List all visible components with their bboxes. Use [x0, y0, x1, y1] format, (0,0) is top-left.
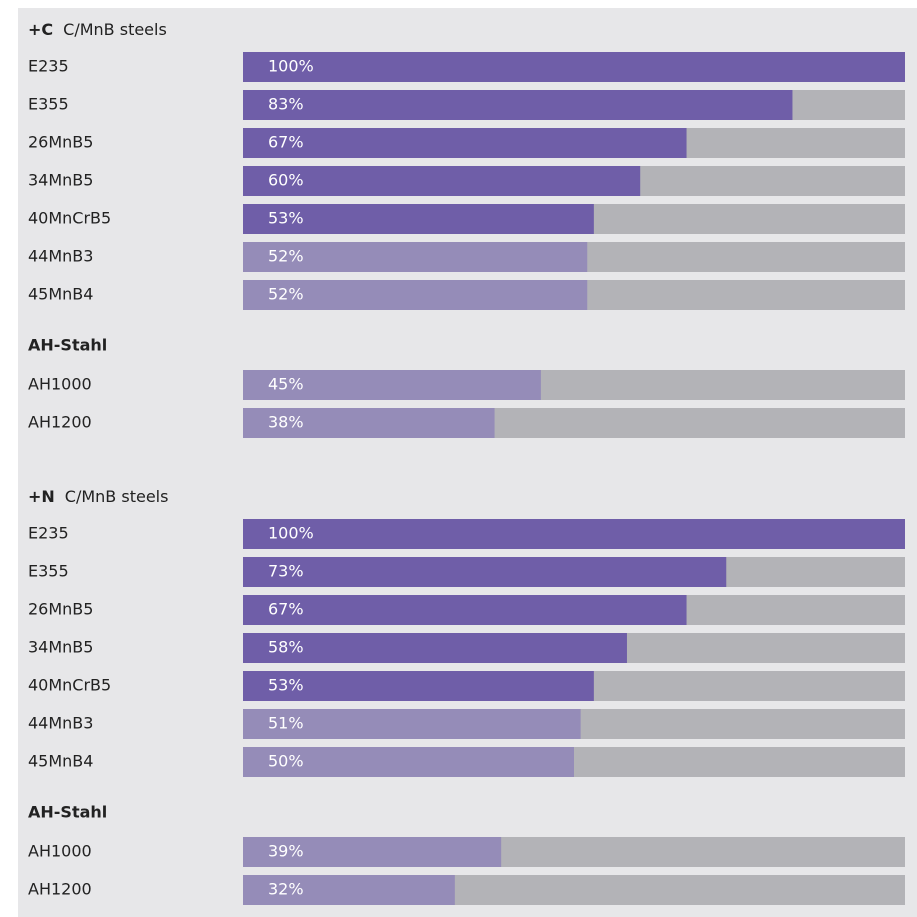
bar	[243, 370, 541, 400]
category-label: 44MnB3	[28, 714, 93, 733]
category-label: 34MnB5	[28, 638, 93, 657]
category-label: E235	[28, 524, 69, 543]
category-label: 26MnB5	[28, 133, 93, 152]
category-label: AH1200	[28, 880, 92, 899]
title: C/MnB steels	[63, 20, 167, 39]
value-label: 51%	[268, 714, 304, 733]
category-label: 34MnB5	[28, 171, 93, 190]
value-label: 100%	[268, 524, 314, 543]
category-label: AH1200	[28, 413, 92, 432]
category-label: 40MnCrB5	[28, 676, 111, 695]
category-label: E355	[28, 95, 69, 114]
value-label: 52%	[268, 285, 304, 304]
bar	[243, 242, 588, 272]
bar	[243, 747, 574, 777]
category-label: E235	[28, 57, 69, 76]
value-label: 67%	[268, 600, 304, 619]
title-prefix: +N	[28, 487, 55, 506]
value-label: 39%	[268, 842, 304, 861]
title: C/MnB steels	[65, 487, 169, 506]
bar	[243, 90, 793, 120]
value-label: 53%	[268, 209, 304, 228]
category-label: 26MnB5	[28, 600, 93, 619]
bar	[243, 166, 641, 196]
category-label: E355	[28, 562, 69, 581]
value-label: 73%	[268, 562, 304, 581]
bar	[243, 519, 905, 549]
value-label: 53%	[268, 676, 304, 695]
value-label: 45%	[268, 375, 304, 394]
bar	[243, 595, 687, 625]
value-label: 32%	[268, 880, 304, 899]
category-label: 45MnB4	[28, 285, 93, 304]
value-label: 83%	[268, 95, 304, 114]
title-prefix: +C	[28, 20, 53, 39]
category-label: 44MnB3	[28, 247, 93, 266]
bar	[243, 671, 594, 701]
category-label: 40MnCrB5	[28, 209, 111, 228]
bar	[243, 408, 495, 438]
section-title: +N C/MnB steels	[28, 487, 168, 506]
bar	[243, 128, 687, 158]
value-label: 60%	[268, 171, 304, 190]
bar	[243, 837, 502, 867]
category-label: AH1000	[28, 842, 92, 861]
bar	[243, 557, 727, 587]
category-label: 45MnB4	[28, 752, 93, 771]
value-label: 50%	[268, 752, 304, 771]
value-label: 38%	[268, 413, 304, 432]
value-label: 100%	[268, 57, 314, 76]
value-label: 58%	[268, 638, 304, 657]
value-label: 67%	[268, 133, 304, 152]
section-title: +C C/MnB steels	[28, 20, 167, 39]
bar	[243, 52, 905, 82]
group-title: AH-Stahl	[28, 336, 107, 355]
bar	[243, 633, 627, 663]
value-label: 52%	[268, 247, 304, 266]
bar	[243, 875, 455, 905]
bar	[243, 280, 588, 310]
group-title: AH-Stahl	[28, 803, 107, 822]
bar	[243, 709, 581, 739]
bar	[243, 204, 594, 234]
category-label: AH1000	[28, 375, 92, 394]
